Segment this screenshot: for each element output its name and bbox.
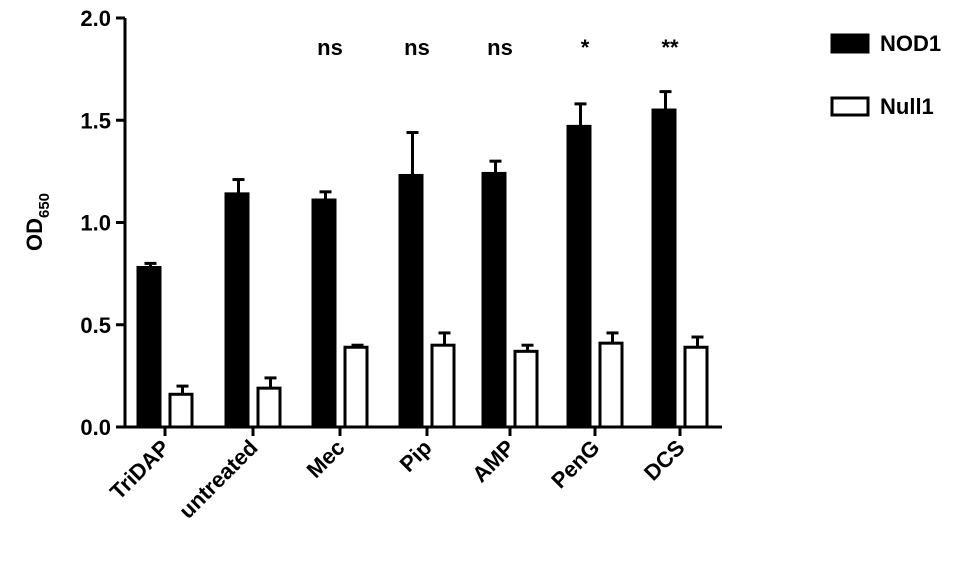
x-tick-label: TriDAP <box>105 435 175 505</box>
bar <box>136 265 162 429</box>
bar <box>224 192 250 429</box>
bar <box>398 173 424 429</box>
bar <box>481 171 507 429</box>
bar <box>168 392 194 429</box>
x-tick-label: DCS <box>639 435 690 486</box>
x-tick-label: Pip <box>395 435 437 477</box>
significance-label: ns <box>404 35 430 60</box>
bar <box>513 349 539 429</box>
bar <box>256 386 282 429</box>
x-tick-label: AMP <box>467 435 519 487</box>
y-axis-label: OD650 <box>22 193 53 251</box>
bar <box>430 343 456 429</box>
x-tick-label: Mec <box>302 435 350 483</box>
bar <box>566 124 592 429</box>
significance-label: ns <box>317 35 343 60</box>
significance-label: ** <box>661 35 679 60</box>
y-tick-label: 0.0 <box>80 415 111 440</box>
x-tick-label: untreated <box>174 435 263 524</box>
x-tick-label: PenG <box>546 435 604 493</box>
y-axis-label-main: OD <box>22 218 47 251</box>
legend-label: NOD1 <box>880 31 941 56</box>
y-tick-label: 2.0 <box>80 6 111 31</box>
legend-swatch <box>830 96 870 117</box>
bar <box>651 108 677 429</box>
legend-label: Null1 <box>880 94 934 119</box>
bar <box>683 345 709 429</box>
bar <box>598 341 624 429</box>
significance-label: ns <box>487 35 513 60</box>
bar <box>311 198 337 429</box>
y-tick-label: 1.5 <box>80 108 111 133</box>
y-axis-label-subscript: 650 <box>36 193 53 218</box>
significance-label: * <box>581 35 590 60</box>
y-tick-label: 0.5 <box>80 313 111 338</box>
bar <box>343 345 369 429</box>
legend-swatch <box>830 33 870 54</box>
y-tick-label: 1.0 <box>80 211 111 236</box>
